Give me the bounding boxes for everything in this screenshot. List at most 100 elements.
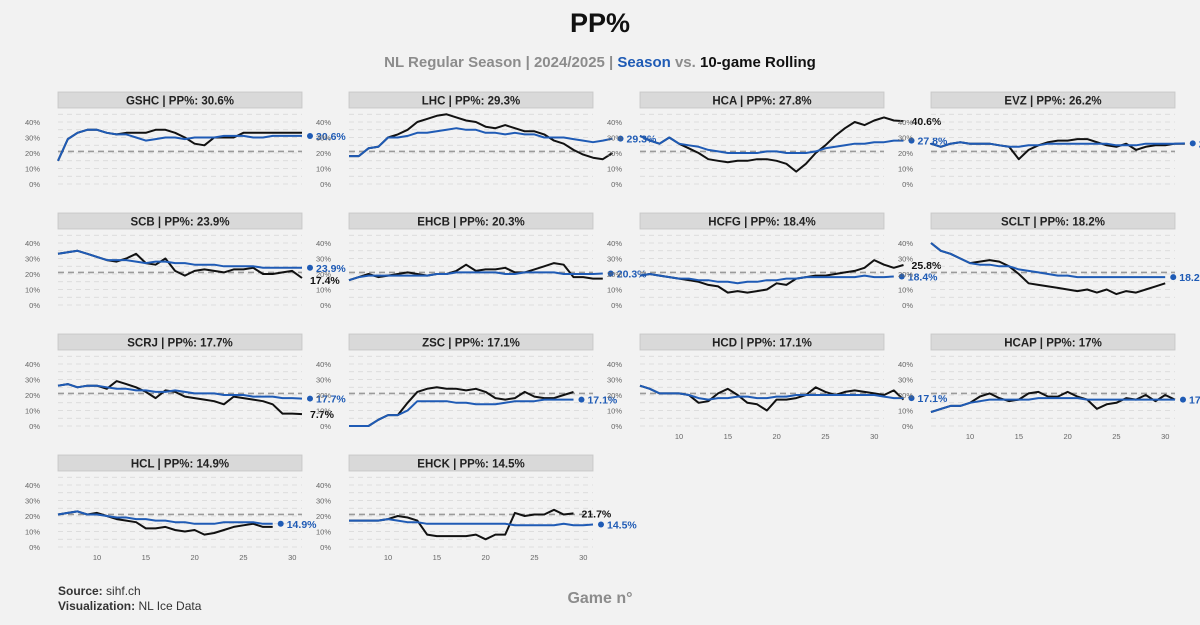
y-tick-label: 40% (898, 118, 913, 127)
y-tick-label: 20% (25, 149, 40, 158)
y-tick-label: 40% (316, 239, 331, 248)
season-end-label: 27.8% (918, 136, 948, 148)
y-tick-label: 10% (25, 407, 40, 416)
source-value: sihf.ch (106, 584, 141, 598)
y-tick-label: 20% (607, 270, 622, 279)
x-tick-label: 30 (1161, 432, 1169, 441)
panel-title: HCAP | PP%: 17% (1004, 338, 1102, 350)
x-tick-label: 25 (530, 553, 538, 562)
season-line (639, 273, 894, 285)
x-tick-label: 15 (724, 432, 732, 441)
season-line (930, 141, 1185, 148)
season-end-marker (307, 395, 313, 402)
y-tick-label: 40% (316, 360, 331, 369)
season-line (57, 510, 273, 525)
season-line (349, 398, 574, 427)
y-tick-label: 30% (898, 376, 913, 385)
season-line (349, 127, 613, 158)
season-end-marker (598, 521, 604, 528)
season-end-marker (307, 132, 313, 139)
season-end-marker (898, 273, 905, 280)
panel-header (348, 454, 594, 472)
y-tick-label: 40% (607, 239, 622, 248)
y-tick-label: 0% (902, 180, 913, 189)
season-end-marker (578, 396, 585, 403)
y-tick-label: 20% (316, 149, 331, 158)
season-end-marker (1180, 396, 1186, 403)
season-end-marker (908, 395, 915, 402)
rolling-end-label: 7.7% (310, 409, 335, 421)
y-tick-label: 20% (607, 149, 622, 158)
season-end-marker (607, 270, 614, 277)
season-end-label: 14.5% (607, 520, 637, 532)
season-end-label: 29.3% (627, 134, 657, 146)
y-tick-label: 10% (898, 407, 913, 416)
y-tick-label: 40% (898, 239, 913, 248)
y-tick-label: 10% (607, 286, 622, 295)
panel-title: SCRJ | PP%: 17.7% (127, 338, 232, 350)
rolling-line (930, 138, 1185, 161)
y-tick-label: 10% (607, 165, 622, 174)
season-line (57, 249, 302, 269)
x-tick-label: 30 (579, 553, 587, 562)
rolling-line (639, 116, 904, 173)
panel-header (348, 333, 594, 351)
y-tick-label: 30% (316, 376, 331, 385)
y-tick-label: 10% (25, 165, 40, 174)
panel-title: SCB | PP%: 23.9% (130, 217, 229, 229)
y-tick-label: 20% (25, 512, 40, 521)
y-tick-label: 40% (25, 118, 40, 127)
x-tick-label: 20 (481, 553, 489, 562)
panel-header (639, 333, 885, 351)
panel-header (639, 212, 885, 230)
y-tick-label: 10% (898, 286, 913, 295)
y-tick-label: 40% (25, 481, 40, 490)
legend-vs: vs. (674, 54, 696, 71)
season-end-label: 17.7% (316, 394, 346, 406)
x-axis-title: Game n° (567, 590, 633, 607)
y-tick-label: 40% (25, 239, 40, 248)
y-tick-label: 30% (316, 497, 331, 506)
season-end-marker (277, 520, 284, 527)
viz-label: Visualization: (58, 599, 136, 613)
subtitle-separator: | (525, 54, 530, 71)
y-tick-label: 0% (611, 301, 622, 310)
panel-header (57, 212, 303, 230)
x-tick-label: 10 (384, 553, 392, 562)
y-tick-label: 20% (898, 149, 913, 158)
y-tick-label: 20% (25, 391, 40, 400)
y-tick-label: 0% (902, 301, 913, 310)
panel-title: SCLT | PP%: 18.2% (1001, 217, 1105, 229)
season-end-marker (1189, 140, 1196, 147)
panel-title: GSHC | PP%: 30.6% (126, 96, 234, 108)
y-tick-label: 10% (25, 528, 40, 537)
rolling-end-label: 25.8% (912, 260, 942, 272)
season-line (930, 397, 1175, 414)
season-end-label: 17.1% (918, 393, 948, 405)
y-tick-label: 20% (25, 270, 40, 279)
y-tick-label: 40% (316, 118, 331, 127)
season-end-label: 23.9% (316, 263, 346, 275)
y-tick-label: 30% (25, 255, 40, 264)
season-end-label: 17.1% (587, 395, 617, 407)
panel-title: HCA | PP%: 27.8% (712, 96, 811, 108)
season-end-label: 18.4% (908, 271, 938, 283)
y-tick-label: 0% (320, 301, 331, 310)
source-credits: Source: sihf.ch Visualization: NL Ice Da… (58, 584, 201, 614)
season-end-label: 20.3% (617, 269, 647, 281)
y-tick-label: 10% (316, 407, 331, 416)
panel-title: HCD | PP%: 17.1% (712, 338, 812, 350)
y-tick-label: 0% (29, 301, 40, 310)
y-tick-label: 10% (316, 286, 331, 295)
y-tick-label: 30% (898, 134, 913, 143)
panel-title: HCFG | PP%: 18.4% (708, 217, 815, 229)
x-tick-label: 10 (966, 432, 974, 441)
y-tick-label: 20% (316, 512, 331, 521)
season-end-label: 30.6% (316, 131, 346, 143)
viz-value: NL Ice Data (138, 599, 202, 613)
season-line (639, 384, 904, 401)
season-end-marker (908, 137, 915, 144)
y-tick-label: 30% (898, 255, 913, 264)
x-tick-label: 20 (772, 432, 780, 441)
